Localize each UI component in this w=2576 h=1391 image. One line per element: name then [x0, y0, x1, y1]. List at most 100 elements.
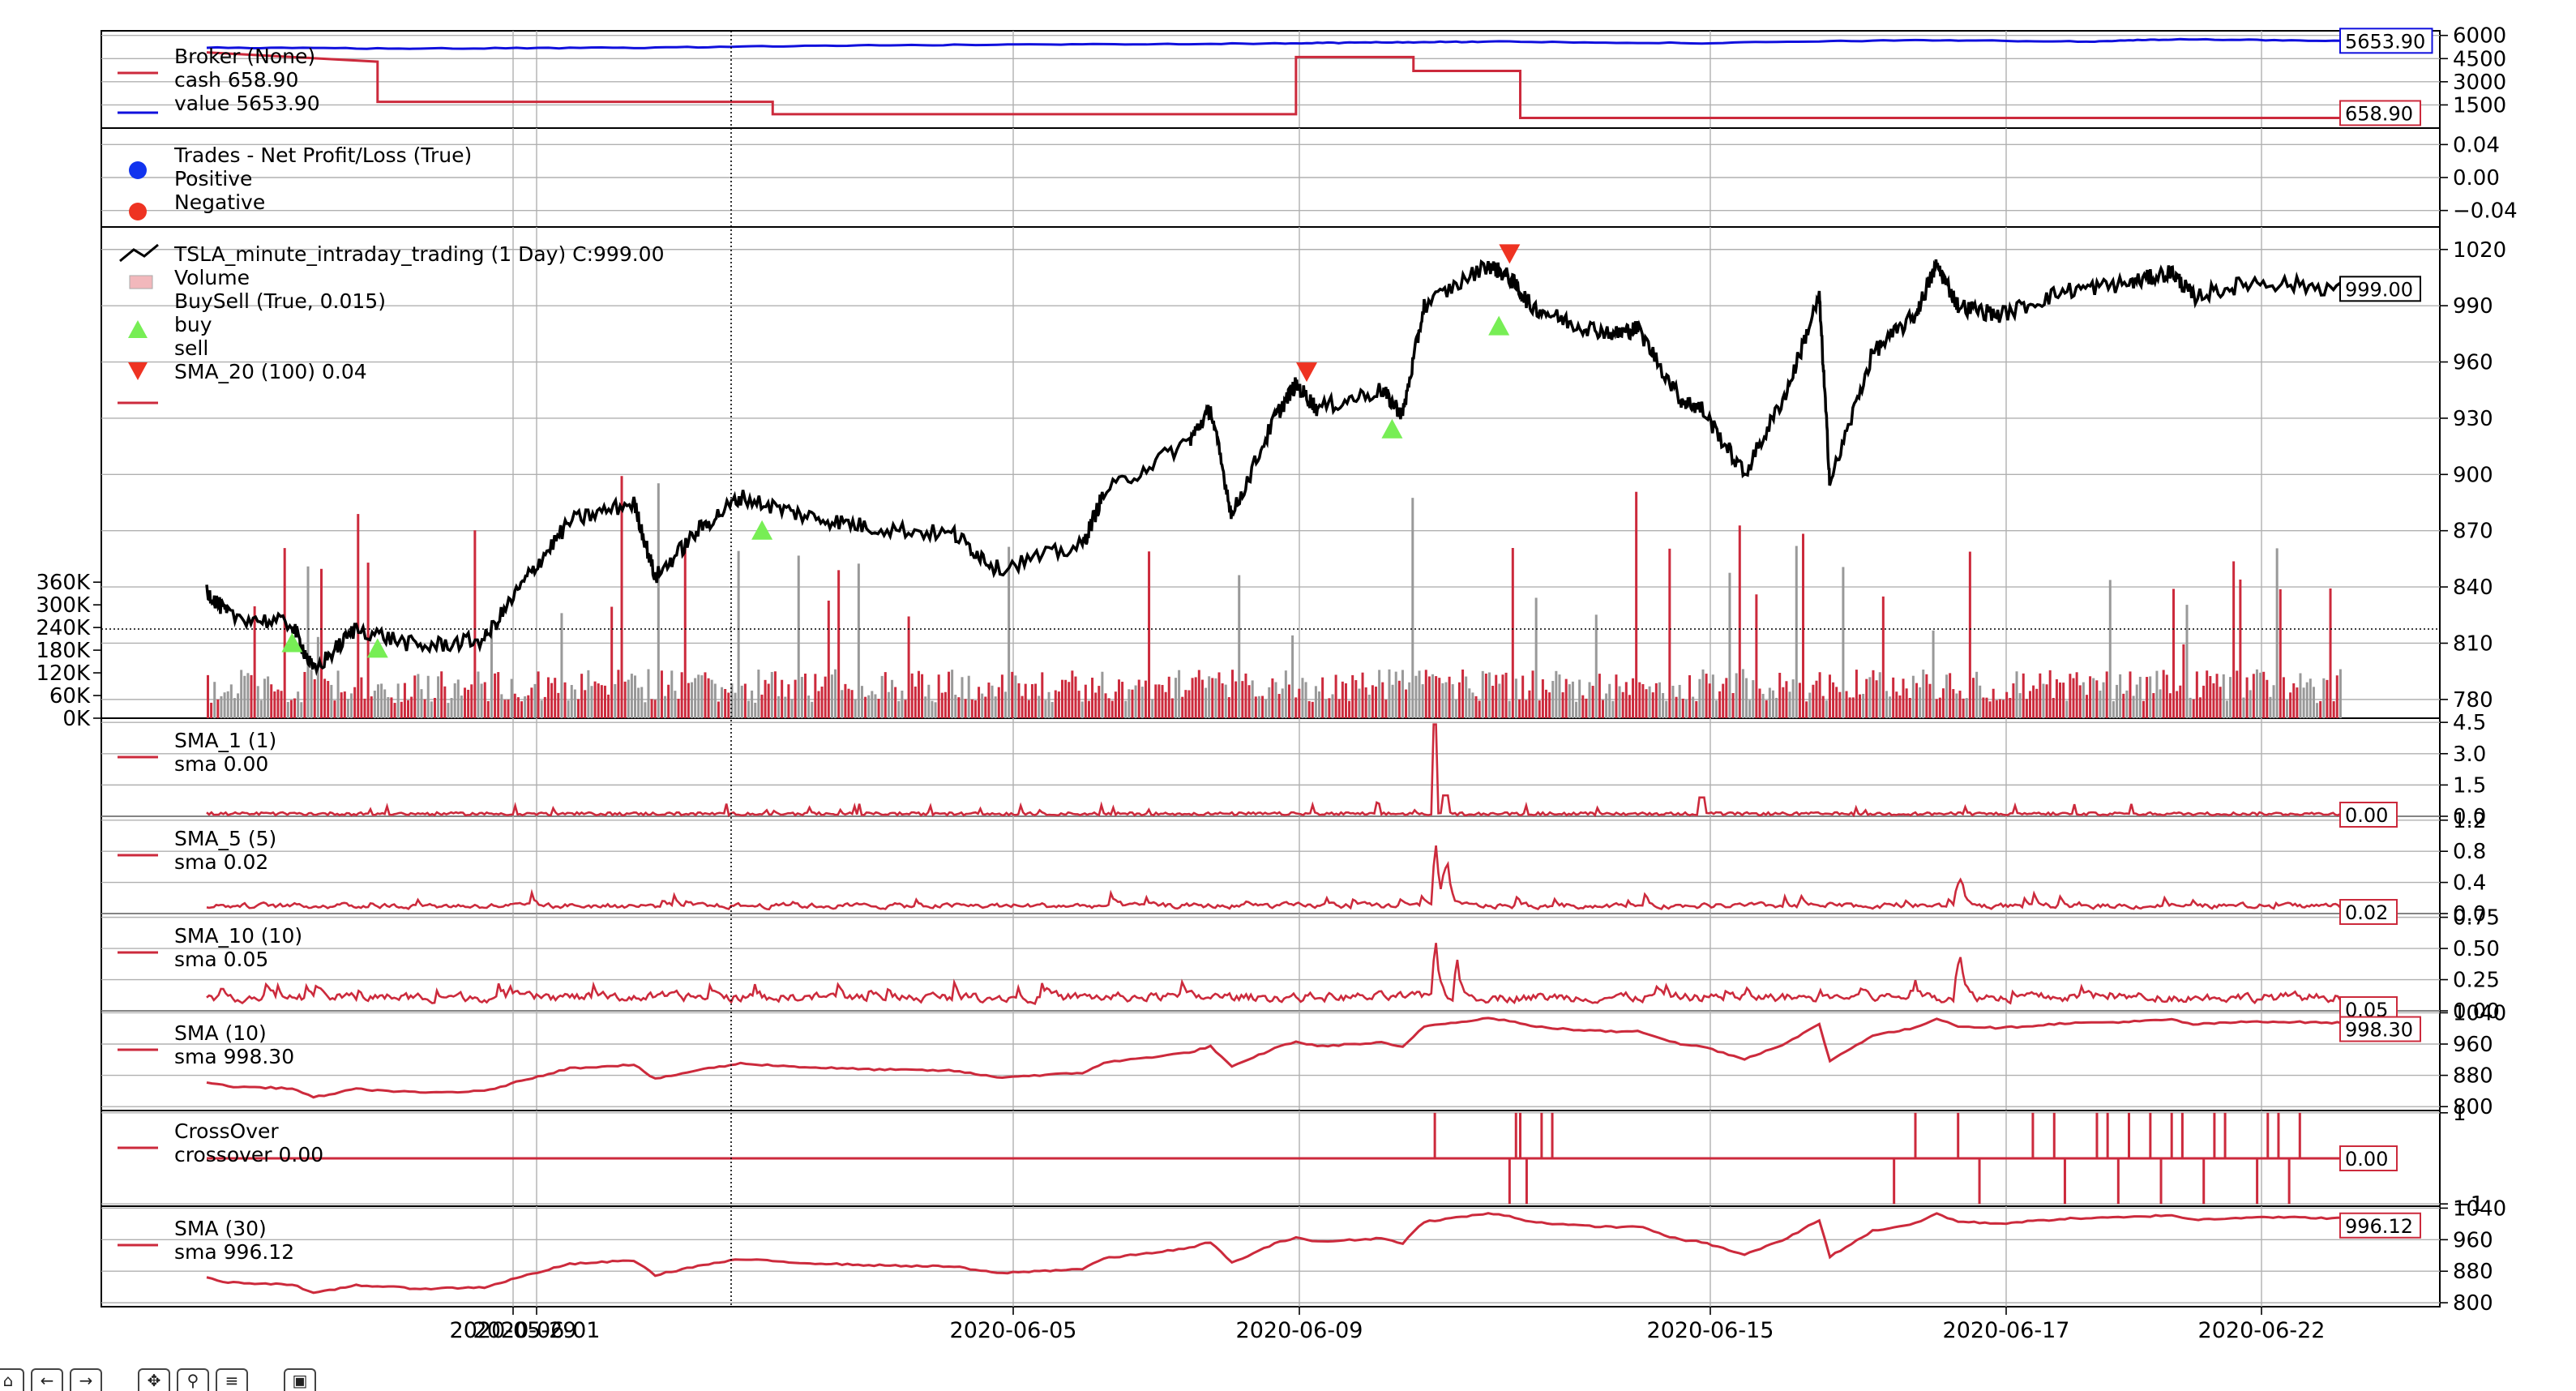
volume-bar — [1938, 697, 1941, 718]
volume-bar — [213, 682, 216, 718]
volume-bar — [2329, 588, 2332, 718]
volume-bar — [1140, 687, 1144, 718]
volume-bar — [657, 483, 660, 718]
volume-bar — [2332, 701, 2335, 718]
volume-bar — [1337, 699, 1341, 718]
back-arrow-button[interactable]: ← — [31, 1368, 63, 1391]
sma5-last-label-text: 0.02 — [2345, 901, 2388, 924]
volume-bar — [1598, 674, 1601, 718]
volume-bar — [901, 690, 904, 718]
volume-bar — [1985, 697, 1988, 718]
volume-bar — [1230, 670, 1234, 718]
volume-bar — [603, 685, 606, 718]
subplots-button[interactable]: ≡ — [216, 1368, 248, 1391]
volume-bar — [951, 670, 954, 718]
y-tick-label-sma1-1: 1.5 — [2453, 773, 2486, 798]
price-legend-entry-5: SMA_20 (100) 0.04 — [174, 360, 367, 383]
volume-bar — [2082, 682, 2085, 718]
volume-bar — [773, 671, 777, 718]
volume-bar — [1618, 686, 1621, 718]
sma1: 0.0 1.5 3.0 4.5 — [2440, 711, 2486, 829]
volume-bar — [407, 700, 410, 718]
volume-bar — [223, 692, 226, 718]
volume-bar — [1134, 685, 1137, 718]
volume-bar — [1348, 700, 1351, 718]
volume-bar — [1698, 678, 1701, 718]
volume-bar — [2162, 670, 2165, 718]
sma10b-legend-entry-1: sma 998.30 — [174, 1045, 294, 1068]
volume-bar — [1688, 675, 1692, 718]
home-button[interactable]: ⌂ — [0, 1368, 24, 1391]
volume-bar — [1034, 683, 1038, 718]
zoom-button[interactable]: ⚲ — [177, 1368, 209, 1391]
volume-bar — [827, 600, 830, 718]
volume-bar — [2229, 677, 2232, 718]
volume-bar — [2189, 697, 2192, 718]
volume-bar — [1478, 700, 1481, 718]
volume-bar — [400, 701, 403, 718]
volume-bar — [2305, 682, 2309, 718]
volume-bar — [954, 695, 957, 718]
volume-bar — [1435, 676, 1438, 718]
volume-bar — [1351, 674, 1354, 718]
buy-legend-swatch — [128, 320, 148, 338]
volume-bar — [1791, 679, 1795, 718]
cash-line — [206, 51, 2343, 119]
trades: −0.04 0.00 0.04 — [2440, 133, 2518, 224]
volume-bar — [2009, 697, 2012, 718]
volume-bar — [1648, 686, 1651, 718]
sma10b-legend: SMA (10)sma 998.30 — [174, 1021, 294, 1068]
volume-bar — [2202, 685, 2206, 718]
volume-bar — [520, 701, 524, 718]
volume-bar — [1621, 691, 1624, 718]
pan-icon: ✥ — [147, 1371, 161, 1390]
volume-bar — [1148, 551, 1151, 718]
y-tick-label-trades-0: −0.04 — [2453, 199, 2518, 224]
volume-bar — [1421, 684, 1424, 718]
volume-bar — [1291, 635, 1294, 718]
volume-bar — [737, 550, 740, 718]
volume-bar — [513, 693, 516, 718]
volume-bar — [634, 675, 636, 718]
volume-bar — [867, 695, 871, 718]
volume-bar — [961, 677, 964, 718]
volume-bar — [1752, 680, 1755, 718]
volume-bar — [293, 698, 297, 718]
volume-bar — [800, 677, 803, 718]
x-tick-label-2: 2020-06-05 — [950, 1318, 1077, 1343]
volume-bar — [1872, 670, 1875, 718]
volume-bar — [316, 636, 319, 718]
value-line — [206, 37, 2343, 50]
volume-bar — [2269, 696, 2272, 718]
volume-bar — [617, 670, 620, 718]
value-last-label: 5653.90 — [2339, 28, 2433, 54]
volume-bar — [2259, 672, 2262, 718]
volume-bar — [420, 689, 423, 718]
volume-bar — [1424, 670, 1427, 718]
volume-bar — [790, 699, 794, 718]
y-tick-label-sma10-3: 0.75 — [2453, 906, 2500, 931]
volume-bar — [554, 678, 557, 718]
y-tick-label-sma5-1: 0.4 — [2453, 871, 2486, 896]
volume-bar — [2018, 693, 2022, 718]
volume-bar — [510, 678, 513, 718]
volume-bar — [1911, 675, 1915, 718]
volume-bar — [497, 672, 500, 718]
save-button[interactable]: ▣ — [284, 1368, 316, 1391]
volume-bar — [994, 696, 997, 718]
volume-bar — [871, 691, 874, 718]
volume-bar — [2236, 670, 2239, 718]
volume-bar — [1968, 551, 1971, 718]
pan-button[interactable]: ✥ — [138, 1368, 170, 1391]
volume-bar — [784, 696, 787, 718]
volume-bar — [1498, 683, 1501, 718]
volume-bar — [991, 685, 994, 718]
volume-bar — [1144, 680, 1147, 718]
volume-bar — [1594, 614, 1598, 718]
volume-bar — [1471, 692, 1474, 718]
volume-bar — [319, 568, 323, 718]
y-tick-label-sma1-2: 3.0 — [2453, 743, 2486, 767]
volume-bar — [503, 700, 507, 718]
volume-bar — [710, 679, 713, 718]
forward-arrow-button[interactable]: → — [70, 1368, 102, 1391]
